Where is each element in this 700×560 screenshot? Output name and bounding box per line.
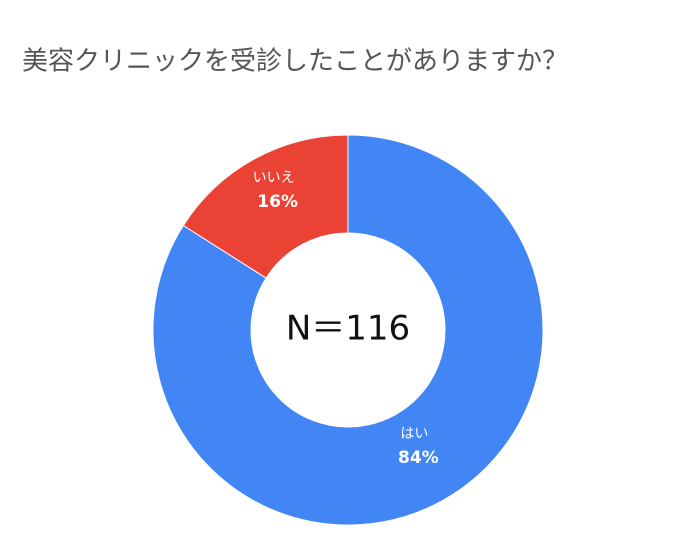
slice-value-label: 16% [257,192,298,212]
chart-title: 美容クリニックを受診したことがありますか？ [22,47,568,77]
center-label: N＝116 [286,309,410,349]
slice-category-label: はい [400,426,428,442]
slice-value-label: 84% [398,448,439,468]
donut-slice [152,134,544,526]
slice-category-label: いいえ [253,170,295,186]
donut-slice [182,134,349,279]
